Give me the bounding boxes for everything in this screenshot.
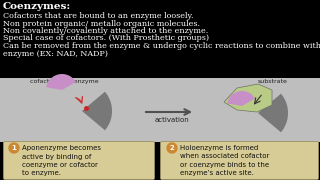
Text: Special case of cofactors. (With Prosthetic groups): Special case of cofactors. (With Prosthe… (3, 35, 209, 42)
Text: Non protein organic/ metallo organic molecules.: Non protein organic/ metallo organic mol… (3, 19, 200, 28)
Text: Can be removed from the enzyme & undergo cyclic reactions to combine with: Can be removed from the enzyme & undergo… (3, 42, 320, 50)
Circle shape (167, 143, 177, 153)
Text: enzyme (EX: NAD, NADP): enzyme (EX: NAD, NADP) (3, 50, 108, 57)
Text: activation: activation (155, 117, 190, 123)
Text: Cofactors that are bound to an enzyme loosely.: Cofactors that are bound to an enzyme lo… (3, 12, 194, 20)
PathPatch shape (46, 74, 76, 90)
Text: Holoenzyme is formed
when associated cofactor
or coenzyme binds to the
enzyme’s : Holoenzyme is formed when associated cof… (180, 145, 269, 177)
Text: 2: 2 (170, 145, 174, 151)
Text: cofactor or coenzyme: cofactor or coenzyme (30, 79, 99, 84)
Text: substrate: substrate (258, 79, 288, 84)
PathPatch shape (258, 94, 288, 132)
PathPatch shape (82, 92, 112, 130)
FancyBboxPatch shape (4, 141, 155, 179)
Circle shape (9, 143, 19, 153)
Text: Non covalently/covalently attached to the enzyme.: Non covalently/covalently attached to th… (3, 27, 208, 35)
Text: Aponenzyme becomes
active by binding of
coenzyme or cofactor
to enzyme.: Aponenzyme becomes active by binding of … (22, 145, 101, 177)
PathPatch shape (227, 91, 255, 106)
Polygon shape (224, 84, 272, 112)
Text: Coenzymes:: Coenzymes: (3, 2, 71, 11)
Text: 1: 1 (12, 145, 16, 151)
FancyBboxPatch shape (161, 141, 318, 179)
FancyBboxPatch shape (0, 78, 320, 142)
